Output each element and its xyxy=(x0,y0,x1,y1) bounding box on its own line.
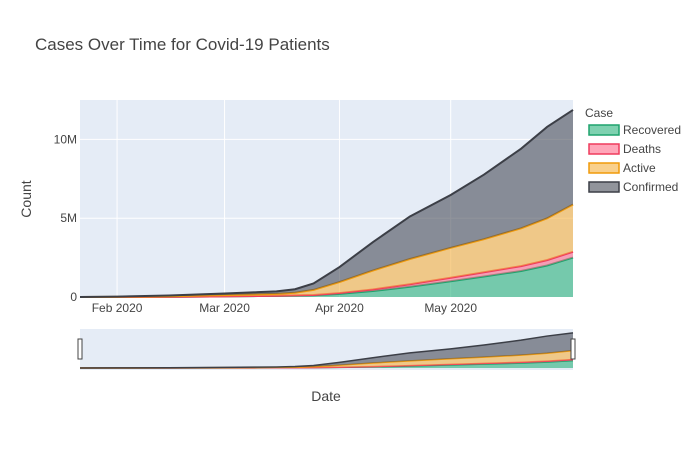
chart-title: Cases Over Time for Covid-19 Patients xyxy=(35,35,330,54)
legend-label-confirmed: Confirmed xyxy=(623,180,678,194)
legend-label-deaths: Deaths xyxy=(623,142,661,156)
slider-confirmed-line xyxy=(79,332,574,369)
legend-item-deaths[interactable]: Deaths xyxy=(588,142,661,156)
slider-recovered-area xyxy=(80,360,573,368)
y-axis-ticks: 0 5M 10M xyxy=(54,132,78,304)
x-tick-label: May 2020 xyxy=(424,301,477,315)
range-slider-right-handle[interactable] xyxy=(570,338,576,360)
x-axis-ticks: Feb 2020 Mar 2020 Apr 2020 May 2020 xyxy=(92,301,478,315)
area-series[interactable] xyxy=(79,109,574,298)
slider-confirmed-area xyxy=(80,332,573,368)
slider-active-area xyxy=(80,350,573,368)
x-tick-label: Apr 2020 xyxy=(315,301,364,315)
y-tick-label: 5M xyxy=(60,211,77,225)
recovered-area[interactable] xyxy=(80,257,573,297)
confirmed-area[interactable] xyxy=(80,109,573,297)
legend-swatch-active xyxy=(588,162,620,174)
confirmed-line xyxy=(79,109,574,298)
legend-item-recovered[interactable]: Recovered xyxy=(588,123,681,137)
range-slider-left-handle[interactable] xyxy=(77,338,83,360)
legend-swatch-confirmed xyxy=(588,181,620,193)
y-tick-label: 0 xyxy=(70,290,77,304)
legend-swatch-deaths xyxy=(588,143,620,155)
legend-label-recovered: Recovered xyxy=(623,123,681,137)
range-slider-preview xyxy=(79,332,574,369)
legend-swatch-recovered xyxy=(588,124,620,136)
legend-item-confirmed[interactable]: Confirmed xyxy=(588,180,678,194)
y-tick-label: 10M xyxy=(54,132,77,146)
legend-item-active[interactable]: Active xyxy=(588,161,656,175)
x-tick-label: Mar 2020 xyxy=(199,301,250,315)
x-tick-label: Feb 2020 xyxy=(92,301,143,315)
legend[interactable]: Recovered Deaths Active Confirmed xyxy=(588,123,681,194)
x-axis-title: Date xyxy=(311,388,341,404)
active-area[interactable] xyxy=(80,204,573,297)
legend-label-active: Active xyxy=(623,161,656,175)
legend-title: Case xyxy=(585,106,613,120)
y-axis-title: Count xyxy=(18,180,34,217)
